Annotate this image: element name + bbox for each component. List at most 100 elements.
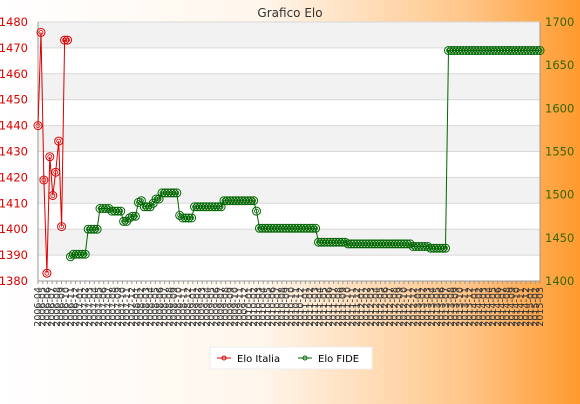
- x-tick-label: 2014-11: [516, 287, 527, 327]
- italia-point-inner: [41, 177, 47, 183]
- fide-point: [77, 249, 87, 259]
- fide-point: [169, 188, 179, 198]
- x-tick-label: 2013-06: [436, 287, 447, 327]
- fide-point-inner: [313, 225, 319, 231]
- x-tick-label: 2007-12: [127, 287, 138, 327]
- fide-point: [249, 196, 259, 206]
- x-tick-label: 2013-11: [460, 287, 471, 327]
- x-tick-label: 2012-09: [394, 287, 405, 327]
- fide-point-inner: [138, 198, 144, 204]
- x-tick-label: 2011-01: [300, 287, 311, 327]
- italia-point: [36, 27, 46, 37]
- fide-point-inner: [215, 204, 221, 210]
- fide-point-inner: [251, 198, 257, 204]
- fide-point: [246, 196, 256, 206]
- x-tick-label: 2007-08: [108, 287, 119, 327]
- x-tick-label: 2013-08: [446, 287, 457, 327]
- x-tick-label: 2006-09: [56, 287, 67, 327]
- italia-point: [51, 167, 61, 177]
- left-tick-label: 1450: [0, 93, 28, 107]
- fide-point: [175, 210, 185, 220]
- fide-point-inner: [132, 213, 138, 219]
- italia-point-inner: [59, 224, 64, 230]
- x-tick-label: 2011-12: [352, 287, 363, 327]
- x-tick-label: 2007-03: [85, 287, 96, 327]
- x-tick-label: 2007-04: [89, 287, 100, 327]
- fide-point: [535, 46, 545, 55]
- x-tick-label: 2012-10: [399, 287, 410, 327]
- x-tick-label: 2008-09: [169, 287, 180, 327]
- fide-point: [101, 204, 111, 213]
- x-tick-label: 2010-04: [258, 287, 269, 327]
- left-tick-label: 1400: [0, 222, 28, 236]
- fide-point-inner: [174, 190, 180, 196]
- fide-point: [420, 242, 430, 251]
- italia-point: [54, 136, 64, 146]
- italia-line: [37, 32, 68, 274]
- right-tick-label: 1650: [545, 58, 574, 72]
- legend-fide-marker: [302, 355, 308, 361]
- fide-point-inner: [106, 206, 112, 211]
- italia-point: [45, 152, 55, 162]
- fide-point-inner: [156, 196, 162, 202]
- grid-band: [38, 22, 540, 48]
- fide-point: [80, 249, 90, 259]
- fide-point: [136, 196, 146, 206]
- right-tick-label: 1400: [545, 274, 574, 288]
- x-tick-label: 2015-01: [526, 287, 537, 327]
- x-tick-label: 2010-01: [244, 287, 255, 327]
- x-tick-label: 2012-07: [385, 287, 396, 327]
- fide-point-inner: [103, 206, 109, 211]
- x-tick-label: 2014-03: [479, 287, 490, 327]
- fide-point-inner: [171, 190, 177, 196]
- x-tick-label: 2011-06: [324, 287, 335, 327]
- x-tick-label: 2014-12: [521, 287, 532, 327]
- fide-point: [89, 224, 99, 234]
- x-tick-label: 2014-08: [502, 287, 513, 327]
- x-tick-label: 2006-04: [33, 287, 44, 327]
- fide-point-inner: [189, 215, 195, 221]
- x-tick-label: 2007-07: [103, 287, 114, 327]
- right-tick-label: 1500: [545, 188, 574, 202]
- left-tick-label: 1470: [0, 41, 28, 55]
- fide-point: [405, 239, 415, 249]
- x-tick-label: 2009-06: [211, 287, 222, 327]
- x-tick-label: 2008-11: [178, 287, 189, 327]
- italia-point-inner: [35, 123, 41, 128]
- x-tick-label: 2014-09: [507, 287, 518, 327]
- x-tick-label: 2008-10: [174, 287, 185, 327]
- x-tick-label: 2013-09: [451, 287, 462, 327]
- left-tick-label: 1390: [0, 248, 28, 262]
- x-tick-label: 2009-12: [239, 287, 250, 327]
- x-tick-label: 2014-07: [497, 287, 508, 327]
- fide-point: [130, 211, 140, 221]
- italia-point: [33, 121, 43, 131]
- x-tick-label: 2014-05: [488, 287, 499, 327]
- x-tick-label: 2010-08: [277, 287, 288, 327]
- fide-point: [104, 204, 114, 213]
- x-tick-label: 2007-05: [94, 287, 105, 327]
- x-tick-label: 2013-12: [465, 287, 476, 327]
- italia-point-inner: [38, 30, 44, 35]
- fide-point-inner: [177, 212, 183, 218]
- right-tick-label: 1550: [545, 145, 574, 159]
- x-tick-label: 2013-02: [418, 287, 429, 327]
- x-tick-label: 2006-06: [42, 287, 53, 327]
- x-tick-label: 2009-08: [221, 287, 232, 327]
- x-tick-label: 2008-07: [160, 287, 171, 327]
- fide-point-inner: [118, 208, 124, 214]
- x-tick-label: 2014-04: [483, 287, 494, 327]
- fide-point-inner: [218, 204, 224, 210]
- fide-point: [116, 206, 126, 216]
- x-tick-label: 2010-12: [296, 287, 307, 327]
- fide-point: [92, 224, 102, 234]
- legend: Elo Italia Elo FIDE: [209, 346, 373, 370]
- x-tick-label: 2006-10: [61, 287, 72, 327]
- x-tick-label: 2014-10: [512, 287, 523, 327]
- x-tick-label: 2010-03: [254, 287, 265, 327]
- x-tick-label: 2011-04: [314, 287, 325, 327]
- x-tick-label: 2008-12: [183, 287, 194, 327]
- x-tick-label: 2010-10: [286, 287, 297, 327]
